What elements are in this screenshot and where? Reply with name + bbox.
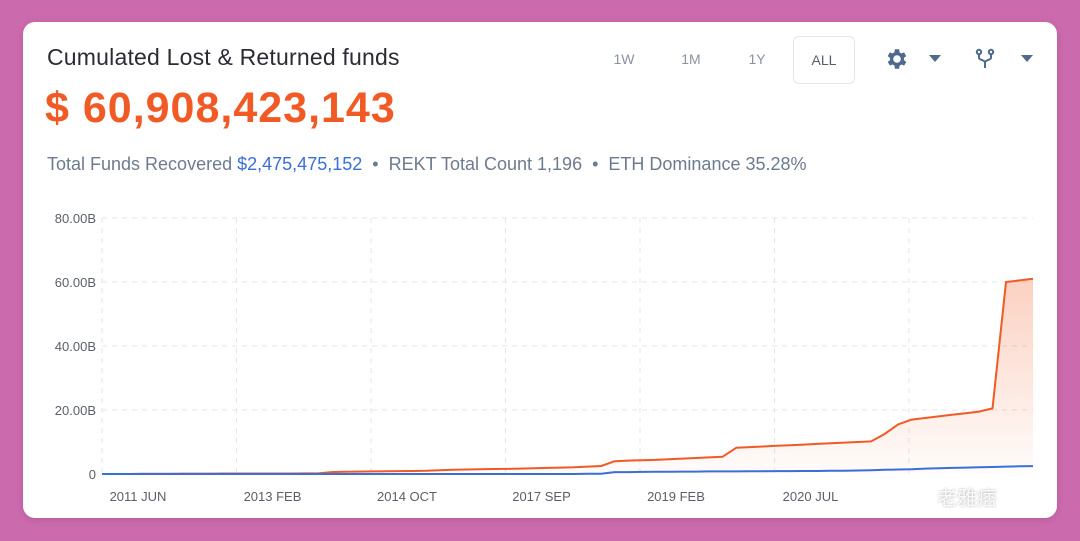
x-tick-label: 2020 JUL bbox=[783, 489, 839, 504]
caret-down-icon[interactable] bbox=[925, 44, 945, 74]
caret-down-icon[interactable] bbox=[1017, 44, 1037, 74]
chat-bubble-icon bbox=[903, 486, 931, 506]
lost-funds-area bbox=[102, 278, 1033, 474]
recovered-label: Total Funds Recovered bbox=[47, 154, 233, 174]
eth-dominance-label: ETH Dominance bbox=[608, 154, 741, 174]
rekt-count-label: REKT Total Count bbox=[388, 154, 533, 174]
timeframe-all-button[interactable]: ALL bbox=[793, 36, 855, 84]
watermark-text: 老雅痞 bbox=[937, 488, 997, 510]
x-tick-label: 2013 FEB bbox=[244, 489, 302, 504]
stats-line: Total Funds Recovered $2,475,475,152 • R… bbox=[47, 154, 807, 175]
chart-card: Cumulated Lost & Returned funds $ 60,908… bbox=[23, 22, 1057, 518]
y-tick-label: 40.00B bbox=[55, 339, 96, 354]
cumulative-funds-chart: 0 20.00B 40.00B 60.00B 80.00B 2011 JUN 2013 FE… bbox=[55, 211, 1034, 504]
x-tick-label: 2019 FEB bbox=[647, 489, 705, 504]
timeframe-1m-button[interactable]: 1M bbox=[681, 51, 701, 67]
watermark: 老雅痞 bbox=[903, 482, 997, 511]
eth-dominance-value: 35.28% bbox=[745, 154, 807, 174]
x-tick-label: 2011 JUN bbox=[110, 489, 167, 504]
separator-dot: • bbox=[592, 154, 599, 174]
y-tick-label: 80.00B bbox=[55, 211, 96, 226]
total-lost-amount: $ 60,908,423,143 bbox=[45, 84, 396, 132]
returned-funds-line bbox=[102, 465, 1034, 475]
separator-dot: • bbox=[372, 154, 379, 174]
x-tick-label: 2014 OCT bbox=[377, 489, 437, 504]
y-tick-label: 60.00B bbox=[55, 275, 96, 290]
y-tick-label: 20.00B bbox=[55, 403, 96, 418]
recovered-value[interactable]: $2,475,475,152 bbox=[237, 154, 363, 174]
gear-icon[interactable] bbox=[882, 44, 912, 74]
timeframe-1y-button[interactable]: 1Y bbox=[748, 51, 766, 67]
timeframe-1w-button[interactable]: 1W bbox=[613, 51, 635, 67]
fork-icon[interactable] bbox=[970, 44, 1000, 74]
chart-title: Cumulated Lost & Returned funds bbox=[47, 44, 400, 70]
y-tick-label: 0 bbox=[89, 467, 96, 482]
x-tick-label: 2017 SEP bbox=[512, 489, 571, 504]
rekt-count-value: 1,196 bbox=[537, 154, 583, 174]
